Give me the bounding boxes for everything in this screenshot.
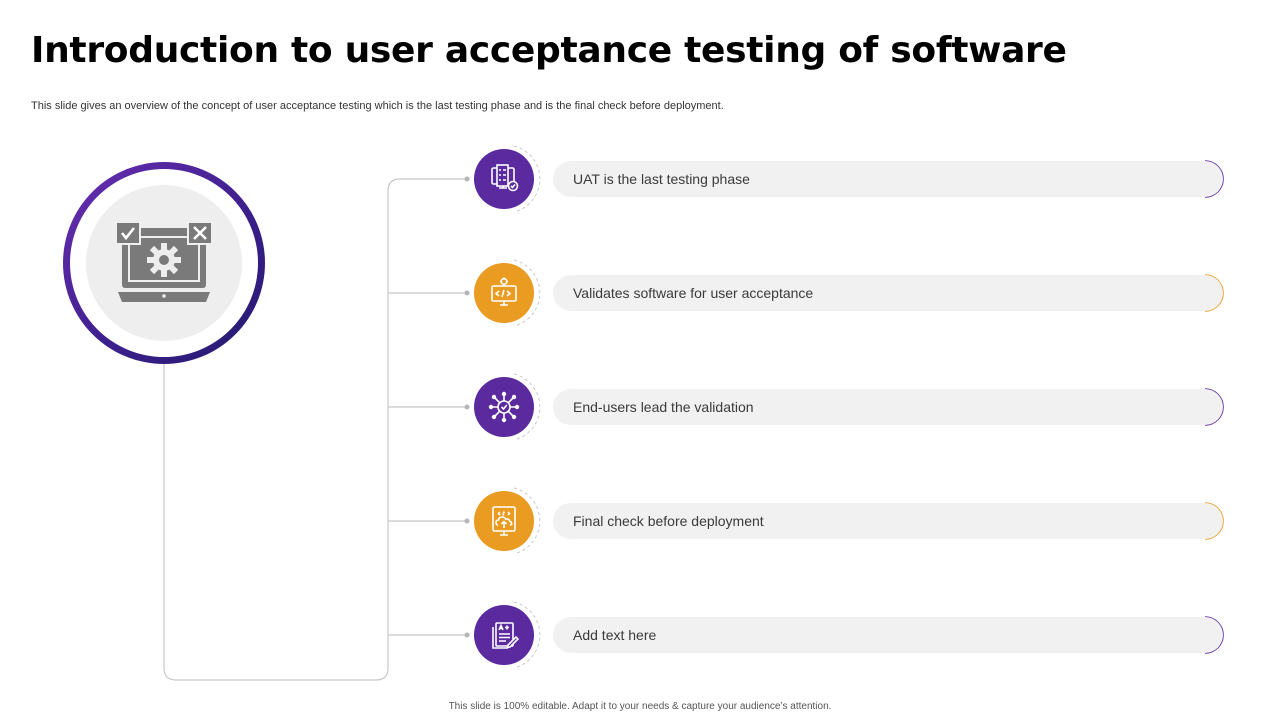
item-icon-circle-4: [474, 491, 534, 551]
item-pill-5: Add text here: [553, 617, 1223, 653]
code-monitor-gear-icon: [491, 277, 517, 306]
item-label-5: Add text here: [573, 627, 657, 643]
hub-circle: [63, 162, 265, 364]
slide-title: Introduction to user acceptance testing …: [31, 30, 1067, 71]
network-check-icon: [488, 391, 520, 423]
laptop-gear-check-cross-icon: [115, 221, 213, 302]
item-pill-2: Validates software for user acceptance: [553, 275, 1223, 311]
item-pill-3: End-users lead the validation: [553, 389, 1223, 425]
item-icon-circle-3: [474, 377, 534, 437]
item-pill-1: UAT is the last testing phase: [553, 161, 1223, 197]
slide-footer: This slide is 100% editable. Adapt it to…: [448, 701, 832, 712]
slide-subtitle: This slide gives an overview of the conc…: [31, 100, 724, 112]
item-label-4: Final check before deployment: [573, 513, 764, 529]
upload-code-monitor-icon: [492, 506, 516, 536]
item-label-3: End-users lead the validation: [573, 399, 754, 415]
checklist-monitor-icon: [491, 164, 519, 192]
item-icon-circle-5: [474, 605, 534, 665]
item-label-1: UAT is the last testing phase: [573, 171, 750, 187]
item-pill-4: Final check before deployment: [553, 503, 1223, 539]
document-grade-pen-icon: [492, 622, 520, 649]
item-icon-circle-1: [474, 149, 534, 209]
item-icon-circle-2: [474, 263, 534, 323]
item-label-2: Validates software for user acceptance: [573, 285, 814, 301]
